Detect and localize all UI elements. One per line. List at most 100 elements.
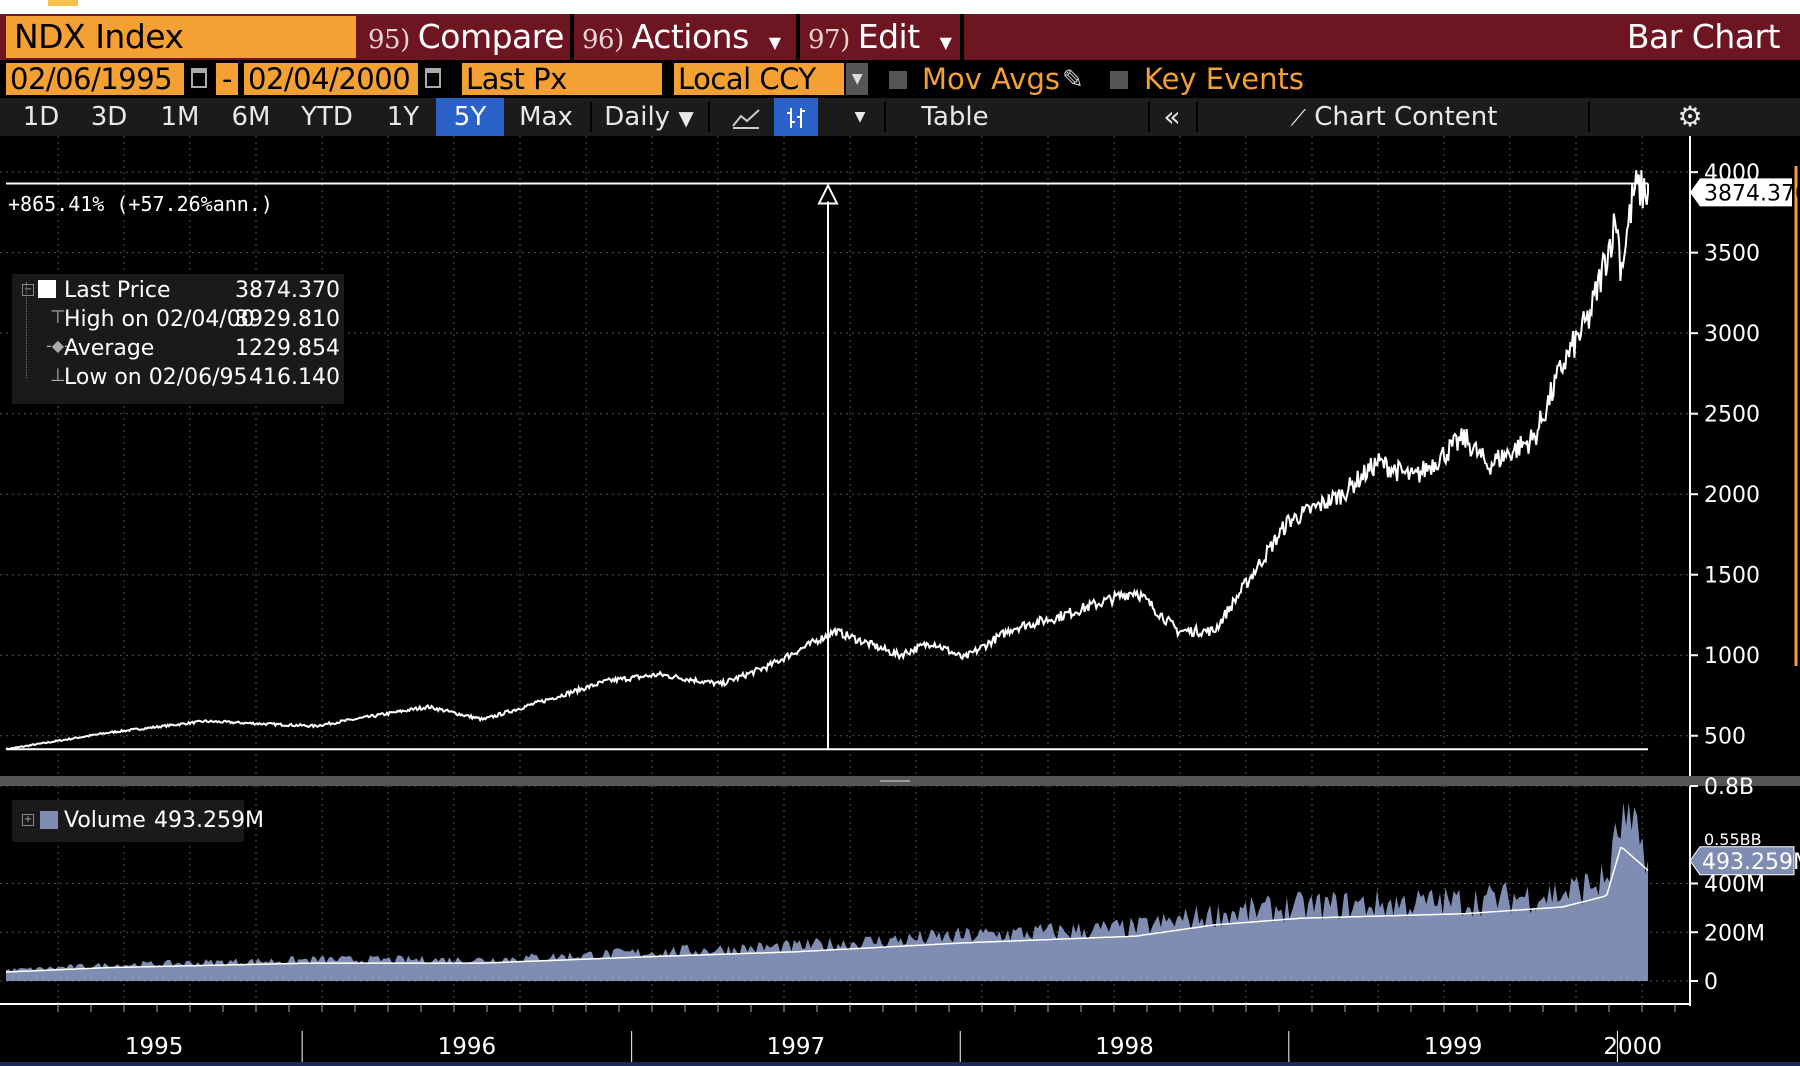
year-label: 2000 bbox=[1603, 1034, 1662, 1060]
price-panel bbox=[5, 170, 1649, 751]
range-5y[interactable]: 5Y bbox=[436, 98, 504, 136]
price-legend: − Last Price 3874.370 ⊤ High on 02/04/00… bbox=[12, 274, 344, 404]
calendar-icon[interactable] bbox=[425, 68, 441, 88]
controls-bar: 02/06/1995 - 02/04/2000 Last Px Local CC… bbox=[0, 60, 1800, 98]
change-annotation: +865.41% (+57.26%ann.) bbox=[8, 192, 273, 216]
last-price-value: 3874.370 bbox=[235, 278, 340, 303]
last-price-label: Last Price bbox=[64, 278, 171, 303]
volume-legend: + Volume 493.259M bbox=[12, 800, 264, 842]
chevron-down-icon[interactable]: ▼ bbox=[854, 109, 866, 125]
collapse-double-chevron-icon[interactable]: « bbox=[1163, 100, 1181, 133]
price-tick-label: 3500 bbox=[1704, 242, 1760, 267]
year-label: 1998 bbox=[1095, 1034, 1154, 1060]
end-date-field[interactable]: 02/04/2000 bbox=[244, 63, 418, 95]
range-ytd[interactable]: YTD bbox=[301, 102, 353, 132]
price-tick-label: 1500 bbox=[1704, 564, 1760, 589]
legend-row-average: -◆- Average 1229.854 bbox=[22, 336, 340, 364]
high-marker-icon: ⊤ bbox=[50, 307, 66, 328]
volume-tag-shape bbox=[1689, 846, 1795, 876]
last-price-tag-shape bbox=[1690, 178, 1792, 207]
range-3d[interactable]: 3D bbox=[90, 102, 128, 132]
actions-button[interactable]: 96) Actions ▼ bbox=[574, 14, 796, 60]
table-button[interactable]: Table bbox=[921, 102, 989, 132]
price-tick-label: 2500 bbox=[1704, 403, 1760, 428]
actions-label: Actions bbox=[631, 17, 750, 56]
low-marker-icon: ⊥ bbox=[50, 365, 66, 386]
volume-average-line bbox=[5, 846, 1649, 973]
range-1y[interactable]: 1Y bbox=[386, 102, 420, 132]
compare-label: Compare bbox=[417, 17, 565, 56]
frequency-label: Daily bbox=[604, 102, 671, 132]
volume-swatch bbox=[40, 811, 58, 829]
expand-icon[interactable]: − bbox=[22, 284, 34, 296]
volume-tick-label: 400M bbox=[1704, 873, 1765, 898]
last-price-tag-value: 3874.370 bbox=[1704, 181, 1800, 206]
volume-panel bbox=[5, 802, 1649, 981]
chart-content-label: Chart Content bbox=[1314, 102, 1498, 132]
key-events-checkbox[interactable] bbox=[1110, 71, 1128, 89]
chevron-down-icon: ▼ bbox=[768, 33, 781, 52]
chevron-down-icon: ▼ bbox=[678, 106, 694, 130]
high-label: High on 02/04/00 bbox=[64, 307, 255, 332]
range-1m[interactable]: 1M bbox=[160, 102, 200, 132]
mov-avgs-label: Mov Avgs bbox=[922, 62, 1060, 96]
compare-button[interactable]: 95) Compare bbox=[360, 14, 570, 60]
last-price-tag bbox=[1732, 187, 1794, 217]
change-arrow-head bbox=[817, 183, 839, 205]
series-swatch bbox=[38, 280, 56, 298]
range-6m[interactable]: 6M bbox=[231, 102, 271, 132]
year-label: 1999 bbox=[1424, 1034, 1483, 1060]
edit-button[interactable]: 97) Edit ▼ bbox=[800, 14, 960, 60]
chart-canvas: 50010001500200025003000350040000200M400M… bbox=[0, 136, 1800, 1066]
start-date-field[interactable]: 02/06/1995 bbox=[6, 63, 184, 95]
frequency-selector[interactable]: Daily ▼ bbox=[594, 98, 704, 136]
volume-tick-label: 0.8B bbox=[1704, 775, 1754, 800]
high-value: 3929.810 bbox=[235, 307, 340, 332]
low-value: 416.140 bbox=[249, 365, 340, 390]
chart-grid bbox=[0, 136, 1800, 1004]
range-1d[interactable]: 1D bbox=[22, 102, 60, 132]
currency-selector[interactable]: Local CCY bbox=[674, 63, 844, 95]
page-title: Bar Chart bbox=[1626, 17, 1781, 56]
mov-avgs-checkbox[interactable] bbox=[889, 71, 907, 89]
bar-chart-icon[interactable] bbox=[774, 98, 818, 136]
chevron-down-icon[interactable]: ▼ bbox=[846, 63, 868, 95]
pencil-icon[interactable]: ✎ bbox=[1062, 64, 1084, 94]
ticker-field[interactable]: NDX Index bbox=[6, 16, 356, 58]
year-label: 1995 bbox=[125, 1034, 184, 1060]
average-marker-icon: -◆- bbox=[46, 336, 70, 355]
expand-icon[interactable]: + bbox=[22, 814, 34, 826]
volume-label: Volume bbox=[64, 808, 146, 833]
axes: 50010001500200025003000350040000200M400M… bbox=[0, 136, 1800, 1066]
price-tick-label: 500 bbox=[1704, 725, 1746, 750]
calendar-icon[interactable] bbox=[191, 68, 207, 88]
year-label: 1997 bbox=[767, 1034, 826, 1060]
legend-row-low: ⊥ Low on 02/06/95 416.140 bbox=[22, 365, 340, 393]
title-bar: NDX Index 95) Compare 96) Actions ▼ 97) Edi… bbox=[0, 14, 1800, 60]
legend-row-last-price[interactable]: − Last Price 3874.370 bbox=[22, 278, 340, 306]
gear-icon[interactable]: ⚙ bbox=[1677, 100, 1703, 133]
volume-tag-value: 493.259M bbox=[1702, 850, 1800, 875]
volume-legend-value: 493.259M bbox=[154, 808, 264, 833]
field-selector[interactable]: Last Px bbox=[462, 63, 662, 95]
price-tick-label: 1000 bbox=[1704, 644, 1760, 669]
edit-shortcut: 97) bbox=[808, 25, 850, 55]
volume-tick-label: 200M bbox=[1704, 921, 1765, 946]
edit-label: Edit bbox=[857, 17, 920, 56]
price-tick-label: 3000 bbox=[1704, 322, 1760, 347]
average-label: Average bbox=[64, 336, 155, 361]
price-tick-label: 2000 bbox=[1704, 483, 1760, 508]
range-max[interactable]: Max bbox=[519, 102, 573, 132]
line-chart-icon[interactable] bbox=[724, 98, 768, 136]
chart-content-icon: ⟋ bbox=[1290, 106, 1306, 131]
chevron-down-icon: ▼ bbox=[939, 33, 952, 52]
legend-row-high: ⊤ High on 02/04/00 3929.810 bbox=[22, 307, 340, 335]
average-value: 1229.854 bbox=[235, 336, 340, 361]
key-events-label: Key Events bbox=[1144, 62, 1304, 96]
volume-partial-tick-label: 0.55BB bbox=[1704, 830, 1762, 849]
volume-area bbox=[6, 802, 1648, 981]
chart-content-button[interactable]: ⟋ Chart Content bbox=[1284, 98, 1504, 136]
range-bar: 1D 3D 1M 6M YTD 1Y 5Y Max Daily ▼ ▼ Tabl… bbox=[0, 98, 1800, 136]
bottom-bar bbox=[0, 1062, 1800, 1066]
date-range-dash: - bbox=[216, 63, 238, 95]
